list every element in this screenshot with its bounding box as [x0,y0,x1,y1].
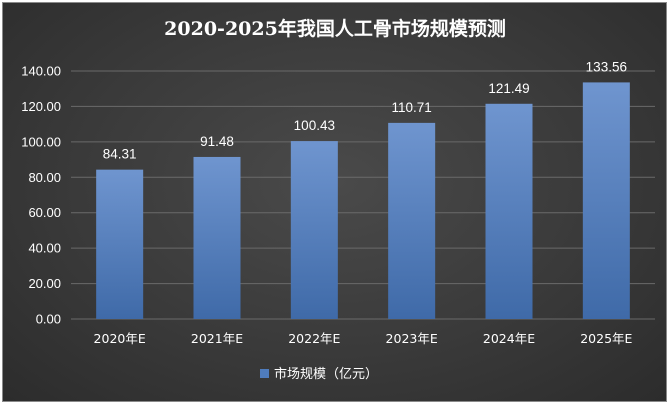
y-tick-label: 40.00 [28,241,61,256]
y-tick-label: 60.00 [28,205,61,220]
y-tick-label: 140.00 [21,64,61,79]
data-label: 84.31 [103,147,137,162]
x-tick-label: 2024年E [483,331,535,346]
grid-layer [71,70,655,320]
data-label: 133.56 [586,59,627,74]
bar-2 [193,156,241,319]
bar-1 [96,169,144,319]
y-tick-label: 100.00 [21,134,61,149]
data-label: 100.43 [294,118,335,133]
x-tick-label: 2022年E [288,331,340,346]
chart-frame: 2020-2025年我国人工骨市场规模预测 84.31 91.48 100.43 11… [2,2,667,402]
y-axis: 0.00 20.00 40.00 60.00 80.00 100.00 120.00 140.… [21,64,61,327]
bar-3 [290,141,338,319]
data-label: 121.49 [488,81,529,96]
x-tick-label: 2020年E [94,331,146,346]
bar-5 [485,103,533,319]
y-tick-label: 0.00 [36,312,61,327]
chart-title: 2020-2025年我国人工骨市场规模预测 [164,17,506,40]
labels-layer: 84.31 91.48 100.43 110.71 121.49 133.56 [103,59,627,161]
x-tick-label: 2023年E [386,331,438,346]
legend-swatch [260,369,269,378]
x-tick-label: 2021年E [191,331,243,346]
y-tick-label: 80.00 [28,170,61,185]
bar-4 [388,122,436,320]
data-label: 91.48 [200,134,234,149]
data-label: 110.71 [392,100,432,115]
y-tick-label: 120.00 [21,99,61,114]
legend-label: 市场规模（亿元） [274,366,378,382]
chart-svg: 2020-2025年我国人工骨市场规模预测 84.31 91.48 100.43 11… [21,17,655,382]
bars-layer [96,82,630,320]
bar-6 [582,82,630,320]
y-tick-label: 20.00 [28,276,61,291]
x-axis: 2020年E 2021年E 2022年E 2023年E 2024年E 2025年E [94,331,633,346]
x-tick-label: 2025年E [580,331,632,346]
legend: 市场规模（亿元） [260,366,378,382]
